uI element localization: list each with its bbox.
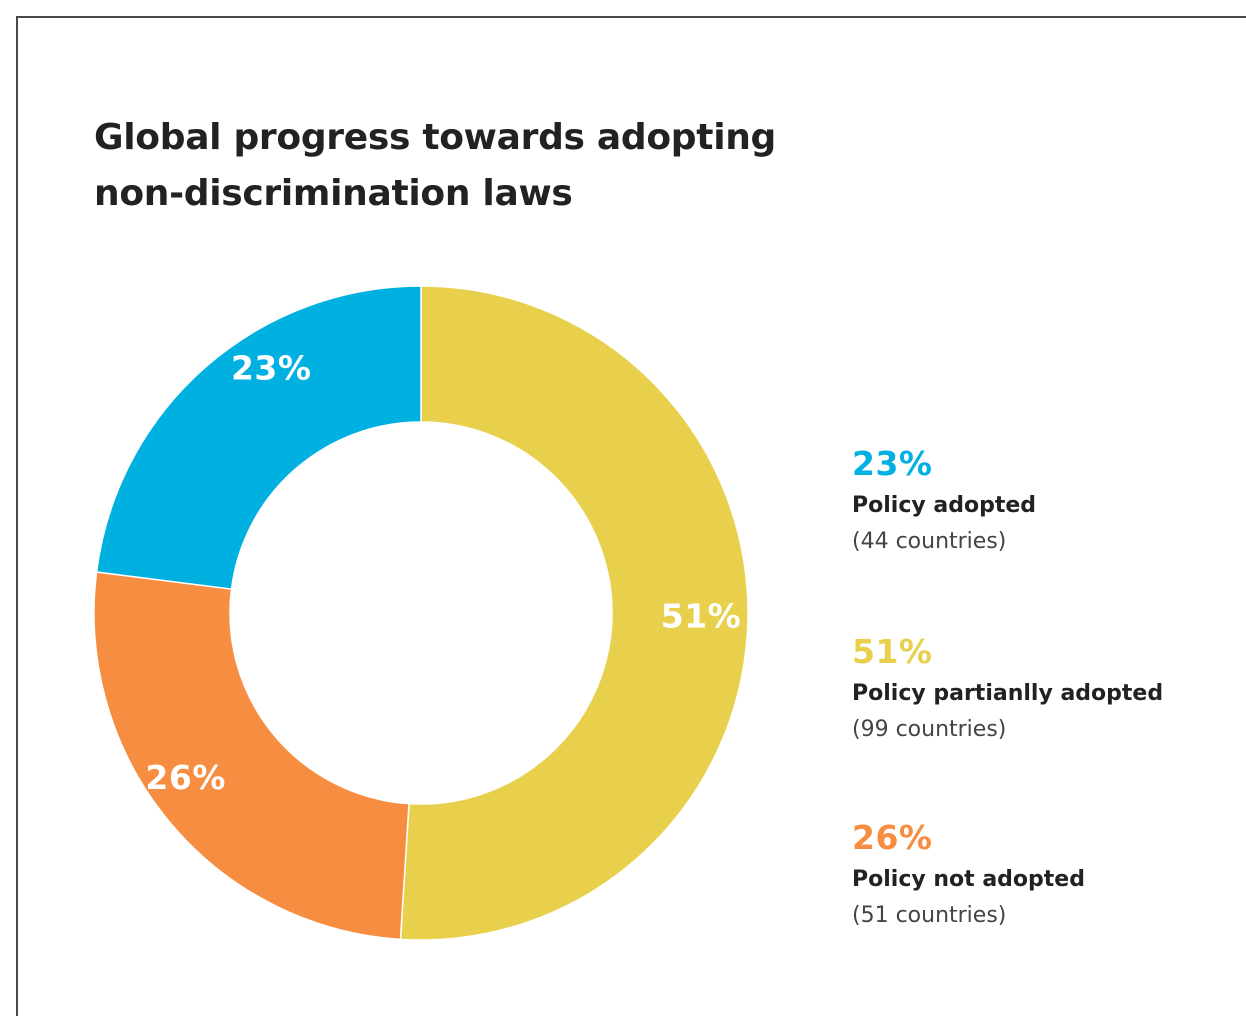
legend-item-policy-adopted: 23% Policy adopted (44 countries) bbox=[852, 446, 1242, 556]
donut-slice bbox=[93, 571, 410, 941]
donut-slice bbox=[399, 285, 749, 941]
chart-title: Global progress towards adopting non-dis… bbox=[94, 110, 854, 222]
legend-value: 23% bbox=[852, 444, 933, 483]
slice-value-label: 51% bbox=[661, 596, 742, 635]
legend-count: (99 countries) bbox=[852, 717, 1007, 742]
legend-value: 26% bbox=[852, 818, 933, 857]
legend-label: Policy adopted bbox=[852, 493, 1037, 518]
donut-slice bbox=[95, 285, 422, 590]
legend-label: Policy not adopted bbox=[852, 867, 1085, 892]
legend-item-policy-partially-adopted: 51% Policy partianlly adopted (99 countr… bbox=[852, 634, 1242, 744]
slice-value-label: 26% bbox=[145, 758, 226, 797]
legend-value: 51% bbox=[852, 632, 933, 671]
chart-title-line-2: non-discrimination laws bbox=[94, 173, 573, 214]
legend-count: (44 countries) bbox=[852, 529, 1007, 554]
legend-item-policy-not-adopted: 26% Policy not adopted (51 countries) bbox=[852, 820, 1242, 930]
chart-frame bbox=[16, 16, 1246, 1016]
chart-title-line-1: Global progress towards adopting bbox=[94, 117, 777, 158]
legend-label: Policy partianlly adopted bbox=[852, 681, 1164, 706]
slice-value-label: 23% bbox=[231, 349, 312, 388]
legend-count: (51 countries) bbox=[852, 903, 1007, 928]
